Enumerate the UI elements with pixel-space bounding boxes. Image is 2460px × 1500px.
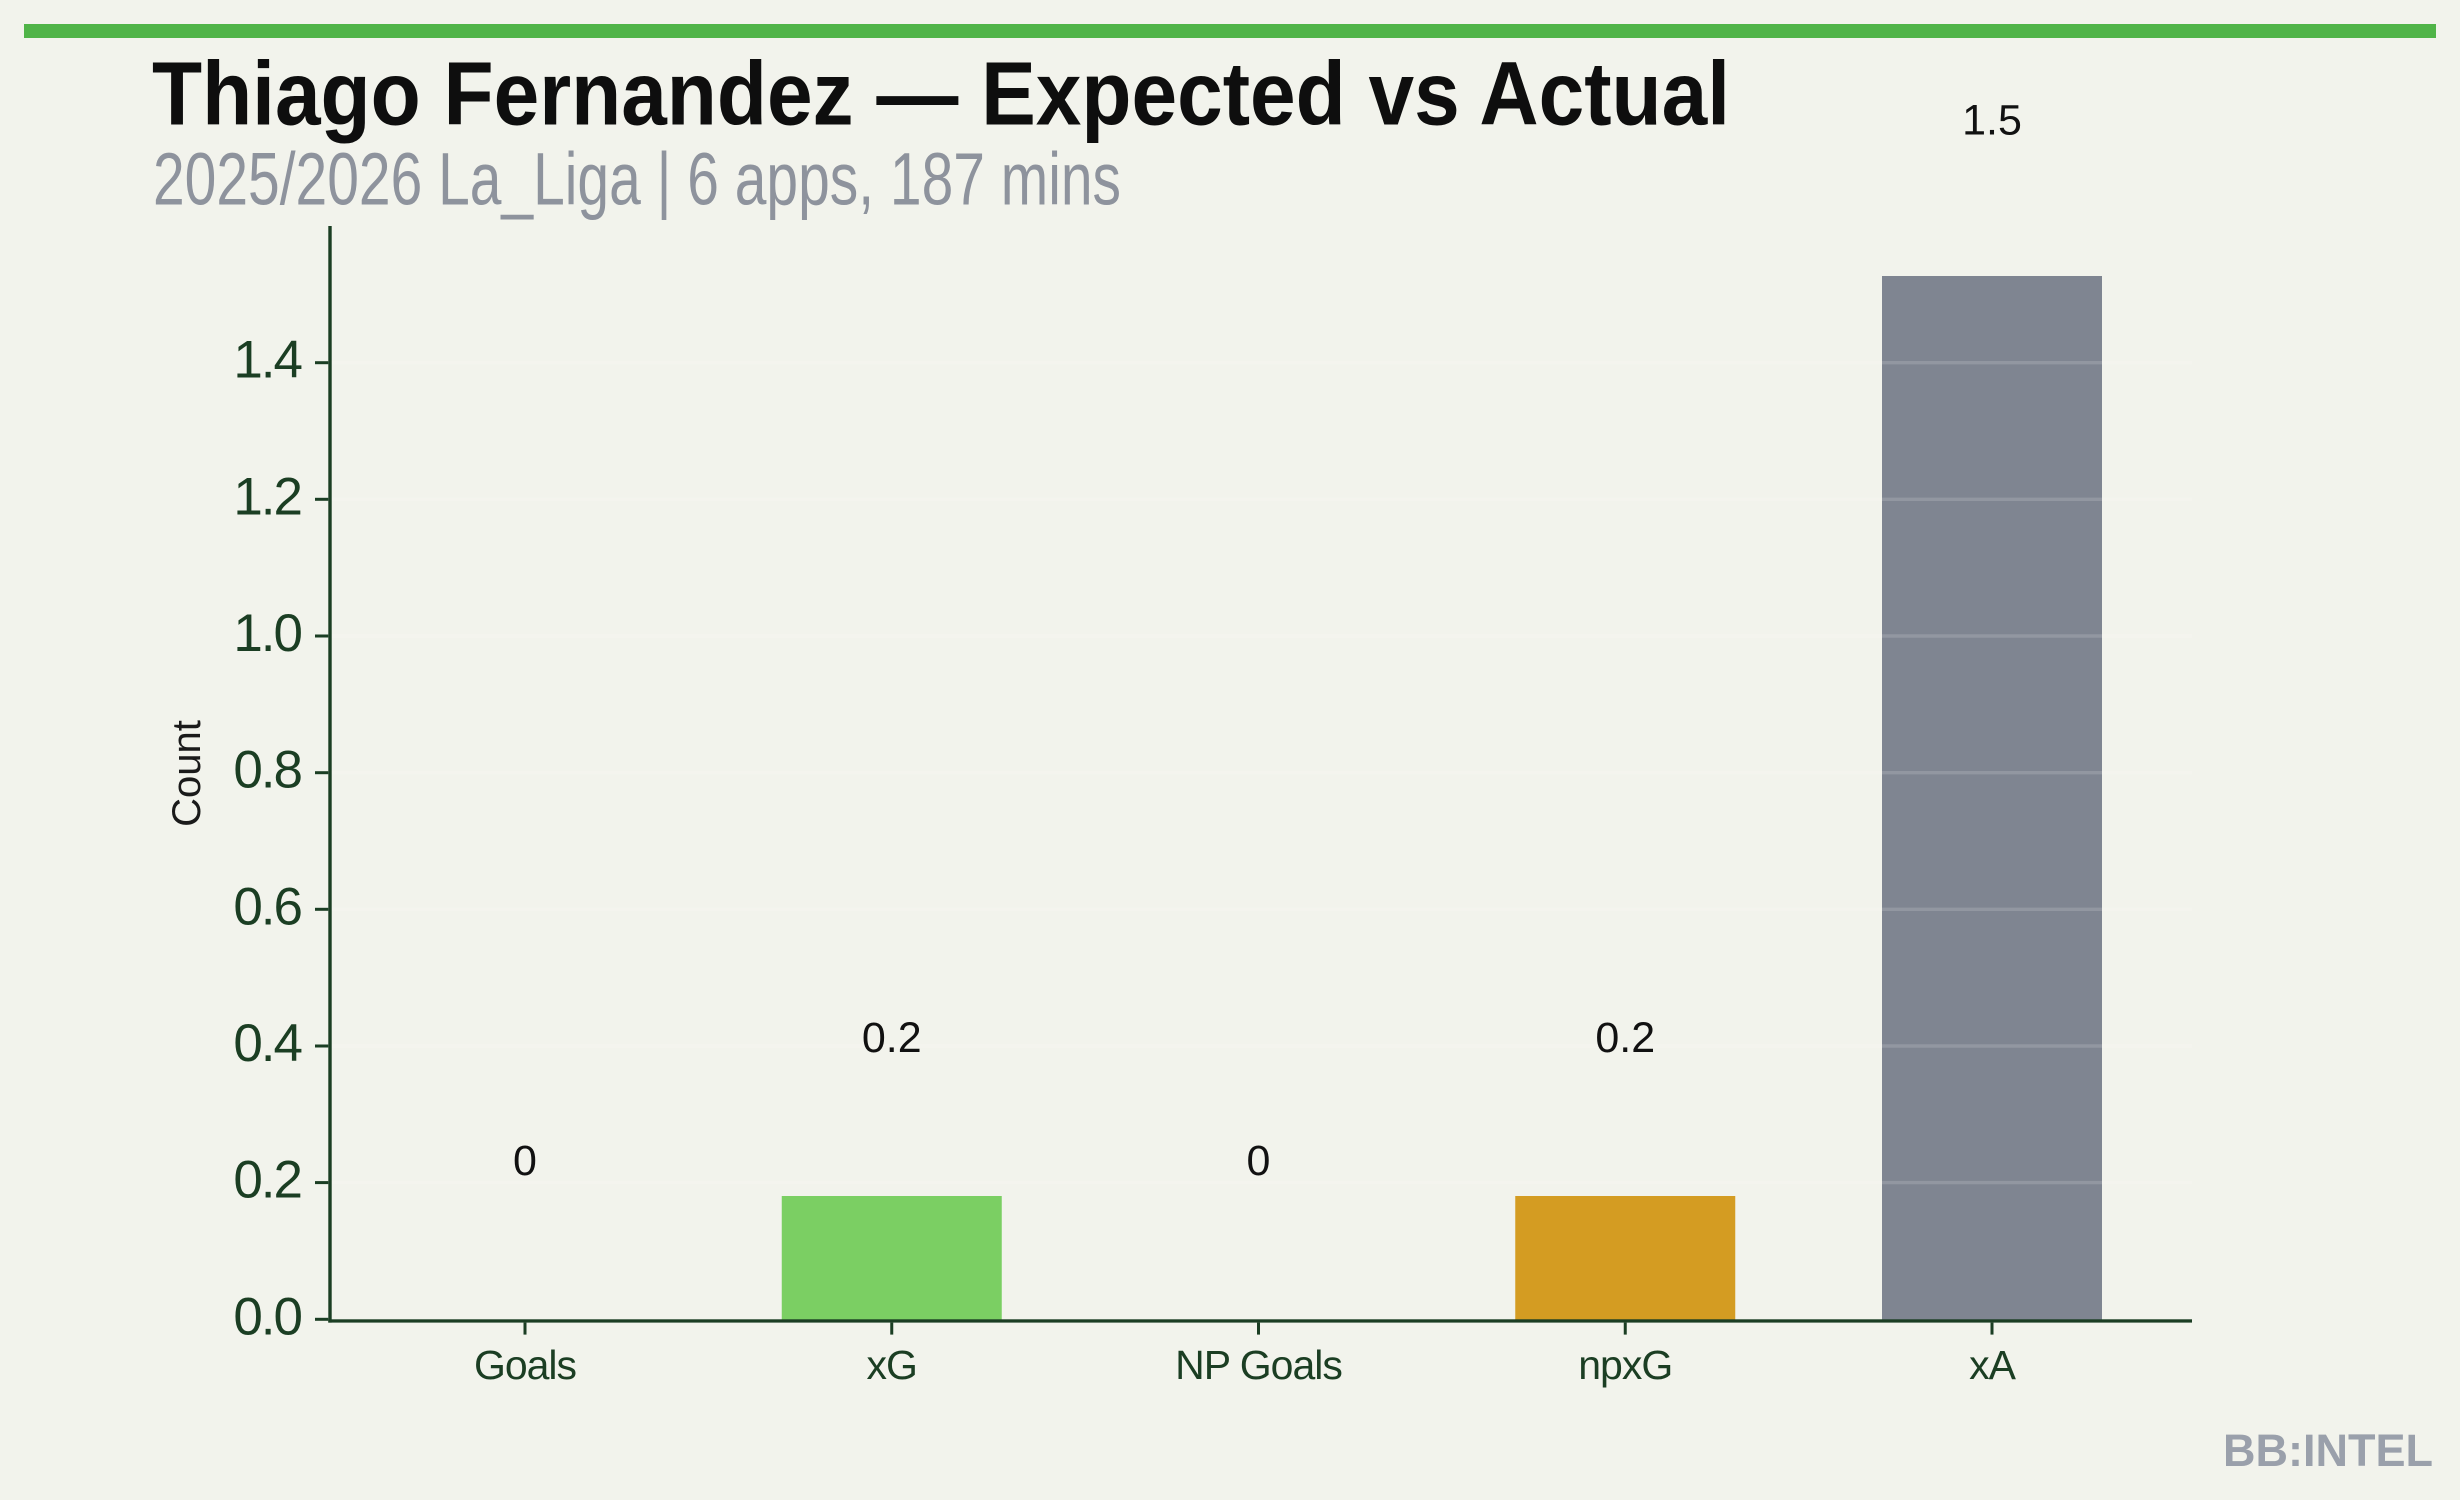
svg-text:Goals: Goals <box>474 1342 577 1388</box>
svg-text:0.2: 0.2 <box>1595 1014 1655 1062</box>
svg-text:2025/2026 La_Liga | 6 apps, 18: 2025/2026 La_Liga | 6 apps, 187 mins <box>153 138 1121 221</box>
svg-text:0.4: 0.4 <box>233 1014 301 1073</box>
svg-text:0.6: 0.6 <box>233 877 301 936</box>
svg-text:0: 0 <box>1247 1137 1271 1185</box>
svg-text:Count: Count <box>165 720 209 827</box>
svg-text:0: 0 <box>513 1137 537 1185</box>
svg-text:0.2: 0.2 <box>233 1151 301 1210</box>
svg-text:1.2: 1.2 <box>233 467 301 526</box>
svg-text:0.8: 0.8 <box>233 741 301 800</box>
svg-text:xG: xG <box>867 1342 917 1388</box>
svg-text:xA: xA <box>1969 1342 2017 1388</box>
svg-text:0.0: 0.0 <box>233 1287 301 1346</box>
svg-text:NP Goals: NP Goals <box>1175 1342 1342 1388</box>
svg-text:BB:INTEL: BB:INTEL <box>2223 1425 2433 1476</box>
svg-text:npxG: npxG <box>1578 1342 1672 1388</box>
svg-text:1.4: 1.4 <box>233 331 301 390</box>
svg-text:1.5: 1.5 <box>1962 97 2022 145</box>
svg-text:Thiago Fernandez — Expected vs: Thiago Fernandez — Expected vs Actual <box>152 45 1730 145</box>
svg-text:0.2: 0.2 <box>862 1014 922 1062</box>
svg-text:1.0: 1.0 <box>233 604 301 663</box>
